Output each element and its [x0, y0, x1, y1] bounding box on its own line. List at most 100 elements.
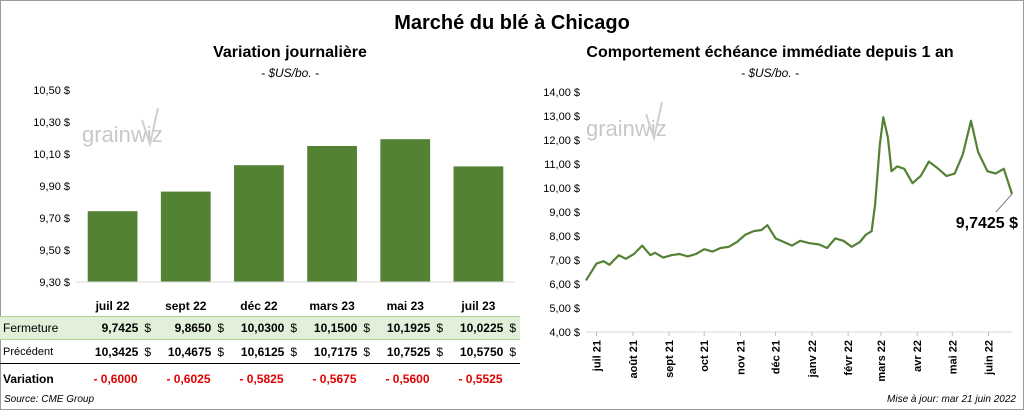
last-value-callout: 9,7425 $	[956, 215, 1018, 232]
right-chart-title: Comportement échéance immédiate depuis 1…	[586, 44, 954, 61]
cell-value: 9,7425	[101, 321, 139, 335]
table-cell: 9,7425 $	[80, 321, 153, 335]
table-cell: - 0,5600	[372, 372, 445, 386]
cell-value: 10,1500	[313, 321, 358, 335]
y-tick-label: 9,00 $	[549, 207, 580, 219]
cell-unit: $	[436, 345, 443, 359]
table-cell: 10,3425 $	[80, 345, 153, 359]
x-tick-label: nov 21	[735, 340, 747, 375]
right-chart-subtitle: - $US/bo. -	[740, 66, 800, 80]
row-label: Fermeture	[3, 321, 59, 335]
x-tick-label: juil 21	[592, 340, 604, 372]
table-cell: 10,1500 $	[299, 321, 372, 335]
y-tick-label: 14,00 $	[543, 87, 580, 99]
cell-value: 10,0225	[459, 321, 504, 335]
y-tick-label: 9,30 $	[39, 277, 70, 289]
x-tick-label: mai 22	[947, 340, 959, 374]
x-tick-label: août 21	[628, 340, 640, 379]
y-tick-label: 6,00 $	[549, 279, 580, 291]
x-tick-label: juil 23	[460, 299, 495, 313]
cell-value: - 0,5525	[458, 372, 503, 386]
x-tick-label: juin 22	[984, 340, 996, 376]
cell-value: 10,1925	[386, 321, 431, 335]
y-tick-label: 9,70 $	[39, 213, 70, 225]
row-label: Précédent	[3, 346, 54, 358]
cell-unit: $	[290, 345, 297, 359]
cell-unit: $	[363, 321, 370, 335]
y-tick-label: 12,00 $	[543, 135, 580, 147]
left-chart-title: Variation journalière	[213, 44, 367, 61]
y-tick-label: 10,10 $	[33, 149, 70, 161]
y-tick-label: 8,00 $	[549, 231, 580, 243]
left-chart-subtitle: - $US/bo. -	[260, 66, 320, 80]
table-cell: 10,1925 $	[372, 321, 445, 335]
row-label: Variation	[3, 372, 54, 386]
watermark-mark	[645, 101, 663, 142]
price-line	[585, 116, 1014, 281]
x-tick-label: mai 23	[387, 299, 425, 313]
source-note: Source: CME Group	[4, 394, 95, 405]
bar-sept-22	[160, 191, 211, 282]
cell-value: - 0,6025	[166, 372, 211, 386]
update-note: Mise à jour: mar 21 juin 2022	[887, 394, 1016, 405]
callout-leader	[995, 193, 1013, 213]
watermark-mark	[141, 107, 159, 148]
cell-unit: $	[363, 345, 370, 359]
table-cell: - 0,6025	[153, 372, 226, 386]
table-cell: 10,0300 $	[226, 321, 299, 335]
main-title: Marché du blé à Chicago	[394, 12, 630, 34]
y-tick-label: 10,50 $	[33, 85, 70, 97]
cell-value: 10,7175	[313, 345, 358, 359]
table-row-précédent: Précédent 10,3425 $10,4675 $10,6125 $10,7175…	[0, 341, 520, 364]
cell-unit: $	[144, 345, 151, 359]
cell-value: 10,6125	[240, 345, 285, 359]
bar-juil-22	[87, 211, 138, 282]
cell-value: 10,4675	[167, 345, 212, 359]
y-tick-label: 5,00 $	[549, 303, 580, 315]
x-tick-label: déc 22	[240, 299, 278, 313]
table-cell: 10,0225 $	[445, 321, 518, 335]
x-tick-label: févr 22	[843, 340, 855, 375]
x-tick-label: déc 21	[771, 340, 783, 374]
x-tick-label: sept 21	[664, 340, 676, 378]
cell-value: - 0,5825	[239, 372, 284, 386]
cell-unit: $	[217, 345, 224, 359]
table-row-variation: Variation - 0,6000 - 0,6025 - 0,5825 - 0,567…	[0, 368, 520, 390]
table-row-fermeture: Fermeture 9,7425 $9,8650 $10,0300 $10,1500 $1…	[0, 316, 520, 340]
bar-mai-23	[380, 139, 431, 282]
x-tick-label: oct 21	[699, 340, 711, 372]
x-tick-label: avr 22	[912, 340, 924, 372]
y-tick-label: 10,30 $	[33, 117, 70, 129]
y-tick-label: 13,00 $	[543, 111, 580, 123]
bar-mars-23	[307, 146, 357, 282]
y-tick-label: 9,50 $	[39, 245, 70, 257]
table-cell: - 0,5825	[226, 372, 299, 386]
table-cell: 10,7175 $	[299, 345, 372, 359]
bar-déc-22	[234, 165, 284, 282]
x-tick-label: sept 22	[165, 299, 207, 313]
y-tick-label: 10,00 $	[543, 183, 580, 195]
table-cell: - 0,6000	[80, 372, 153, 386]
front-month-line-chart: 4,00 $ 5,00 $ 6,00 $ 7,00 $ 8,00 $ 9,00 $ 10,0…	[543, 87, 1018, 382]
table-cell: 10,5750 $	[445, 345, 518, 359]
cell-value: - 0,5675	[312, 372, 357, 386]
y-tick-label: 9,90 $	[39, 181, 70, 193]
cell-value: 10,3425	[94, 345, 139, 359]
cell-unit: $	[217, 321, 224, 335]
bar-juil-23	[453, 166, 504, 282]
grainwiz-watermark: grainwiz	[586, 101, 667, 142]
cell-value: 10,5750	[459, 345, 504, 359]
table-cell: 9,8650 $	[153, 321, 226, 335]
cell-value: - 0,6000	[93, 372, 138, 386]
table-cell: - 0,5525	[445, 372, 518, 386]
y-tick-label: 11,00 $	[544, 159, 580, 171]
x-tick-label: mars 23	[309, 299, 355, 313]
cell-value: 10,7525	[386, 345, 431, 359]
cell-value: 9,8650	[174, 321, 212, 335]
x-tick-label: janv 22	[807, 340, 819, 378]
grainwiz-watermark: grainwiz	[82, 107, 163, 148]
cell-value: 10,0300	[240, 321, 285, 335]
x-tick-label: mars 22	[876, 340, 888, 382]
y-tick-label: 4,00 $	[549, 327, 580, 339]
cell-unit: $	[509, 321, 516, 335]
